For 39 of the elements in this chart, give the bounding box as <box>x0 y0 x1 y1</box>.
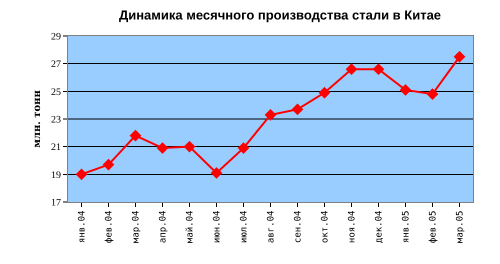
point <box>426 88 438 100</box>
point <box>264 109 276 121</box>
point <box>76 168 88 180</box>
x-tick-label: янв.04 <box>77 210 88 244</box>
x-tick-label: сен.04 <box>293 210 304 244</box>
y-tick-label: 17 <box>51 198 61 208</box>
y-tick-label: 27 <box>51 59 61 70</box>
y-tick-label: 25 <box>51 86 61 98</box>
point <box>292 103 304 116</box>
x-tick-label: мар.04 <box>131 210 142 244</box>
x-tick-label: мар.05 <box>455 210 466 244</box>
point <box>210 167 222 179</box>
x-tick-label: июн.04 <box>212 210 222 244</box>
point <box>184 140 196 153</box>
y-tick-label: 19 <box>51 170 61 181</box>
point <box>372 63 384 76</box>
y-tick-label: 29 <box>51 32 61 42</box>
chart-title: Динамика месячного производства стали в Китае <box>118 8 442 23</box>
y-tick-label: 23 <box>51 114 61 126</box>
point <box>102 158 114 170</box>
x-tick-label: май.04 <box>184 210 196 244</box>
y-tick-label: 21 <box>51 142 61 154</box>
point <box>400 84 412 96</box>
point <box>156 142 168 154</box>
point <box>130 130 142 142</box>
x-tick-label: дек.04 <box>374 210 384 244</box>
x-tick-label: янв.05 <box>401 210 412 244</box>
point <box>318 86 330 99</box>
x-tick-label: ноя.04 <box>347 210 358 244</box>
x-tick-label: окт.04 <box>320 210 330 244</box>
x-tick-label: апр.04 <box>158 210 168 244</box>
x-tick-label: фев.05 <box>428 210 438 244</box>
point <box>346 63 358 76</box>
x-tick-label: фев.04 <box>104 210 114 244</box>
x-tick-label: авг.04 <box>266 210 276 244</box>
point <box>454 50 466 63</box>
point <box>238 142 250 154</box>
y-axis-title: млн. тонн <box>32 90 43 148</box>
x-tick-label: июл.04 <box>239 210 250 244</box>
